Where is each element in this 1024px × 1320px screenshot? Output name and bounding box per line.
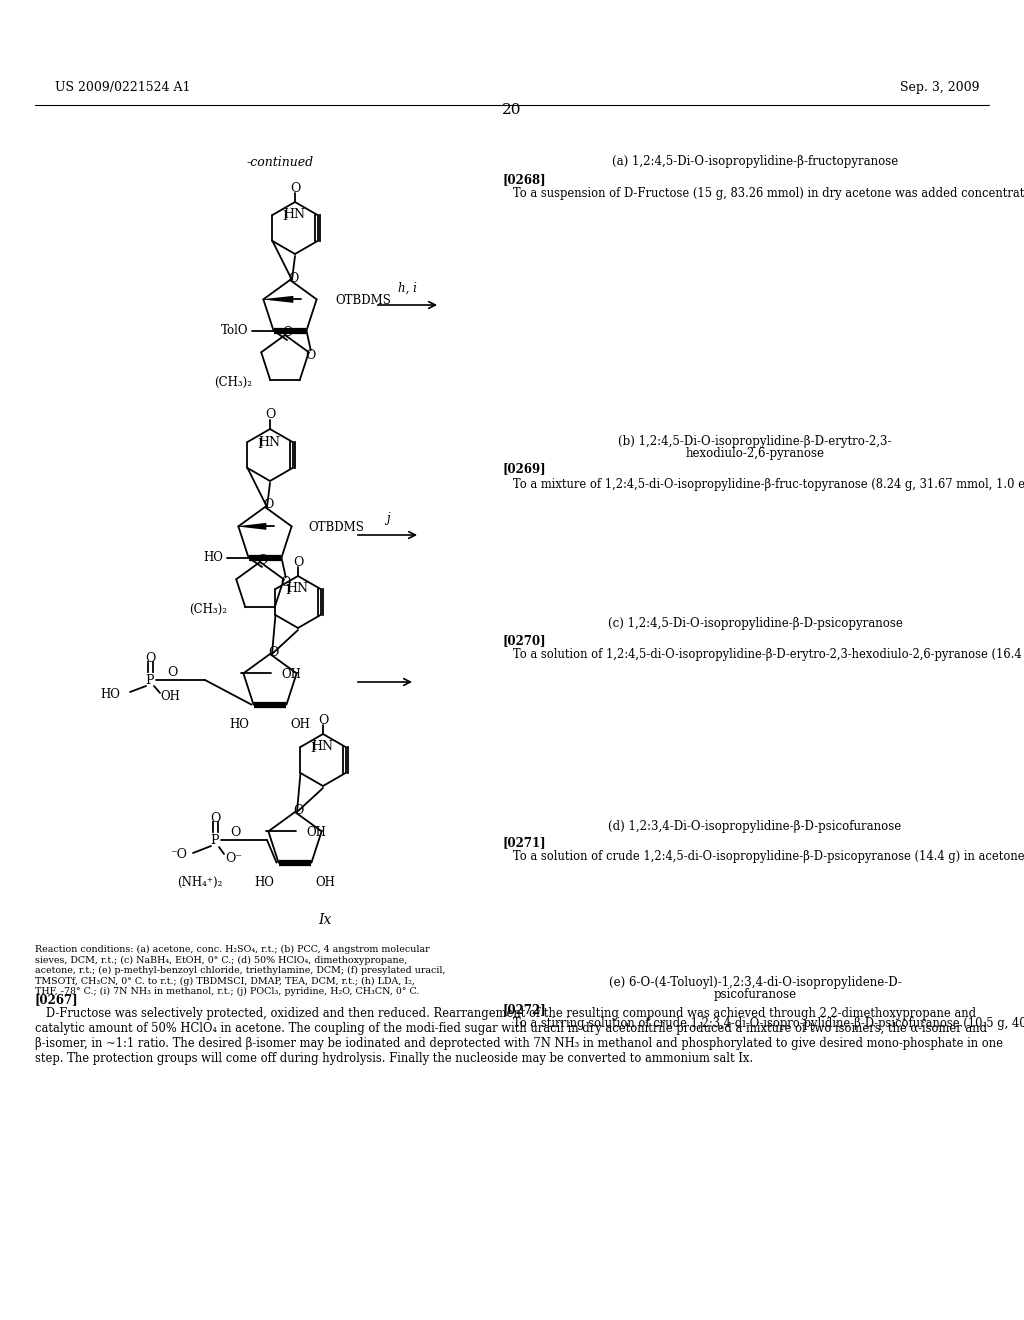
Text: I: I [283,210,288,223]
Text: OH: OH [291,718,310,731]
Text: HN: HN [284,209,305,222]
Text: O: O [282,326,292,339]
Text: (a) 1,2:4,5-Di-O-isopropylidine-β-fructopyranose: (a) 1,2:4,5-Di-O-isopropylidine-β-fructo… [612,154,898,168]
Text: O: O [167,667,177,680]
Text: HO: HO [204,552,223,564]
Text: HO: HO [229,718,250,731]
Text: O: O [293,804,303,817]
Text: Sep. 3, 2009: Sep. 3, 2009 [900,82,980,95]
Polygon shape [237,523,266,529]
Text: j: j [386,512,389,525]
Text: O: O [293,556,303,569]
Text: Reaction conditions: (a) acetone, conc. H₂SO₄, r.t.; (b) PCC, 4 angstrom molecul: Reaction conditions: (a) acetone, conc. … [35,945,445,997]
Text: [0269]: [0269] [502,462,546,475]
Text: P: P [211,833,219,846]
Text: (e) 6-O-(4-Toluoyl)-1,2:3,4-di-O-isopropylidene-D-: (e) 6-O-(4-Toluoyl)-1,2:3,4-di-O-isoprop… [608,975,901,989]
Text: (NH₄⁺)₂: (NH₄⁺)₂ [177,875,222,888]
Text: I: I [257,437,262,450]
Text: ⁻O: ⁻O [170,849,187,862]
Text: (b) 1,2:4,5-Di-O-isopropylidine-β-D-erytro-2,3-: (b) 1,2:4,5-Di-O-isopropylidine-β-D-eryt… [618,436,892,447]
Text: To a suspension of D-Fructose (15 g, 83.26 mmol) in dry acetone was added concen: To a suspension of D-Fructose (15 g, 83.… [502,187,1024,201]
Text: P: P [145,673,155,686]
Text: HO: HO [100,688,120,701]
Text: [0267]: [0267] [35,993,79,1006]
Text: OH: OH [306,826,327,838]
Text: 20: 20 [502,103,522,117]
Text: O: O [229,826,241,840]
Text: -continued: -continued [247,157,313,169]
Text: HN: HN [287,582,308,595]
Text: OH: OH [160,689,180,702]
Text: O: O [317,714,328,726]
Text: (d) 1,2:3,4-Di-O-isopropylidine-β-D-psicofuranose: (d) 1,2:3,4-Di-O-isopropylidine-β-D-psic… [608,820,901,833]
Text: D-Fructose was selectively protected, oxidized and then reduced. Rearrangement o: D-Fructose was selectively protected, ox… [35,1007,1002,1065]
Text: (c) 1,2:4,5-Di-O-isopropylidine-β-D-psicopyranose: (c) 1,2:4,5-Di-O-isopropylidine-β-D-psic… [607,616,902,630]
Text: O: O [263,499,273,511]
Text: HO: HO [255,876,274,890]
Text: O: O [265,408,275,421]
Text: (CH₃)₂: (CH₃)₂ [214,376,252,388]
Polygon shape [261,296,293,302]
Text: (CH₃)₂: (CH₃)₂ [189,603,227,615]
Text: US 2009/0221524 A1: US 2009/0221524 A1 [55,82,190,95]
Text: O: O [288,272,298,285]
Text: O⁻: O⁻ [225,851,242,865]
Text: psicofuranose: psicofuranose [714,987,797,1001]
Text: O: O [210,812,220,825]
Text: h, i: h, i [398,282,417,294]
Text: To a mixture of 1,2:4,5-di-O-isopropylidine-β-fruc-topyranose (8.24 g, 31.67 mmo: To a mixture of 1,2:4,5-di-O-isopropylid… [502,477,1024,491]
Text: Ix: Ix [318,913,332,927]
Text: O: O [305,348,316,362]
Text: O: O [257,553,267,566]
Text: [0271]: [0271] [502,836,546,849]
Text: To a solution of 1,2:4,5-di-O-isopropylidine-β-D-erytro-2,3-hexodiulo-2,6-pyrano: To a solution of 1,2:4,5-di-O-isopropyli… [502,648,1024,661]
Text: [0270]: [0270] [502,634,546,647]
Text: O: O [144,652,156,664]
Text: OH: OH [315,876,335,890]
Text: I: I [310,742,315,755]
Text: OTBDMS: OTBDMS [308,521,365,533]
Text: OH: OH [282,668,301,681]
Text: TolO: TolO [221,325,249,337]
Text: HN: HN [258,436,281,449]
Text: O: O [290,181,300,194]
Text: hexodiulo-2,6-pyranose: hexodiulo-2,6-pyranose [685,447,824,459]
Text: [0268]: [0268] [502,173,546,186]
Text: OTBDMS: OTBDMS [336,294,391,306]
Text: O: O [268,645,279,659]
Text: [0272]: [0272] [502,1003,546,1016]
Text: O: O [281,576,291,589]
Text: I: I [286,585,291,598]
Text: To a stirring solution of crude 1,2:3,4-di-O-isopro-pylidine-β-D-psicofuranose (: To a stirring solution of crude 1,2:3,4-… [502,1016,1024,1030]
Text: HN: HN [311,741,334,754]
Text: To a solution of crude 1,2:4,5-di-O-isopropylidine-β-D-psicopyranose (14.4 g) in: To a solution of crude 1,2:4,5-di-O-isop… [502,850,1024,863]
